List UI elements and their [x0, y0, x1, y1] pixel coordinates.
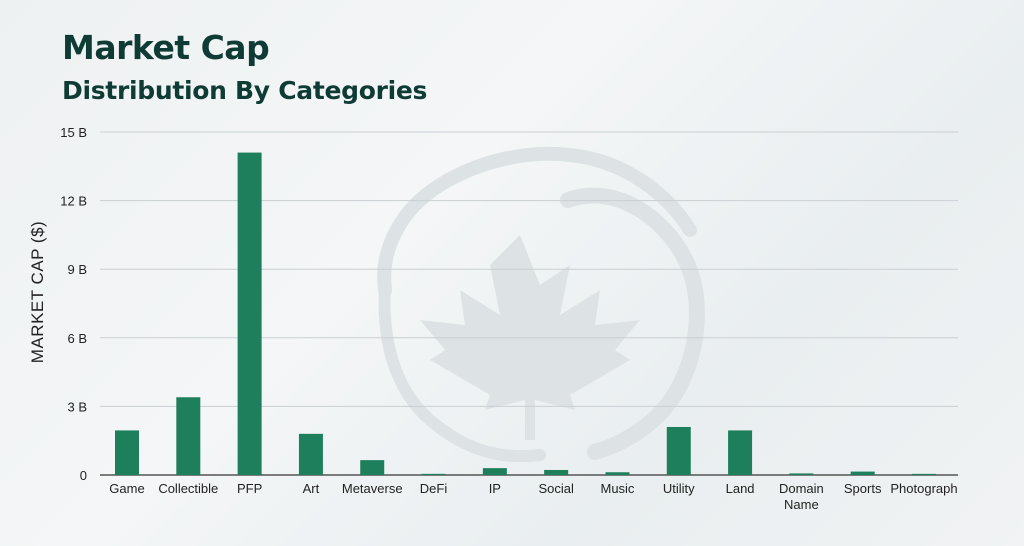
chart-title: Market Cap: [62, 28, 270, 67]
x-tick-label: Land: [726, 481, 755, 496]
x-tick-label: PFP: [237, 481, 262, 496]
bar-metaverse: [360, 460, 385, 475]
y-tick-label: 0: [80, 468, 87, 483]
x-tick-label: Metaverse: [342, 481, 403, 496]
x-tick-label: Utility: [663, 481, 695, 496]
x-tick-label: DeFi: [420, 481, 448, 496]
bar-collectible: [176, 397, 201, 475]
y-axis-label: MARKET CAP ($): [28, 221, 47, 363]
bar-land: [728, 430, 753, 475]
x-tick-label: Game: [109, 481, 144, 496]
bar-ip: [482, 468, 507, 475]
bar-utility: [666, 426, 691, 475]
y-tick-label: 3 B: [67, 399, 87, 414]
chart-subtitle: Distribution By Categories: [62, 76, 428, 105]
bar-domain-name: [789, 473, 814, 475]
bar-sports: [850, 471, 875, 475]
x-tick-label: Sports: [844, 481, 882, 496]
bar-social: [544, 469, 569, 475]
x-tick-label: Photograph: [890, 481, 957, 496]
bar-pfp: [237, 152, 262, 475]
x-tick-label: Collectible: [158, 481, 218, 496]
bar-photograph: [912, 473, 936, 475]
x-tick-label: Social: [538, 481, 574, 496]
bar-game: [115, 430, 139, 475]
x-tick-label: IP: [489, 481, 501, 496]
bar-art: [298, 433, 323, 475]
x-tick-label: Domain Name: [779, 481, 824, 512]
x-tick-label: Art: [303, 481, 320, 496]
bar-defi: [421, 473, 446, 475]
x-tick-label: Music: [600, 481, 634, 496]
maple-leaf-logo-icon: [377, 146, 705, 463]
y-tick-label: 12 B: [60, 194, 87, 209]
y-tick-label: 15 B: [60, 125, 87, 140]
bar-music: [605, 472, 630, 475]
y-tick-label: 9 B: [67, 262, 87, 277]
y-tick-label: 6 B: [67, 331, 87, 346]
